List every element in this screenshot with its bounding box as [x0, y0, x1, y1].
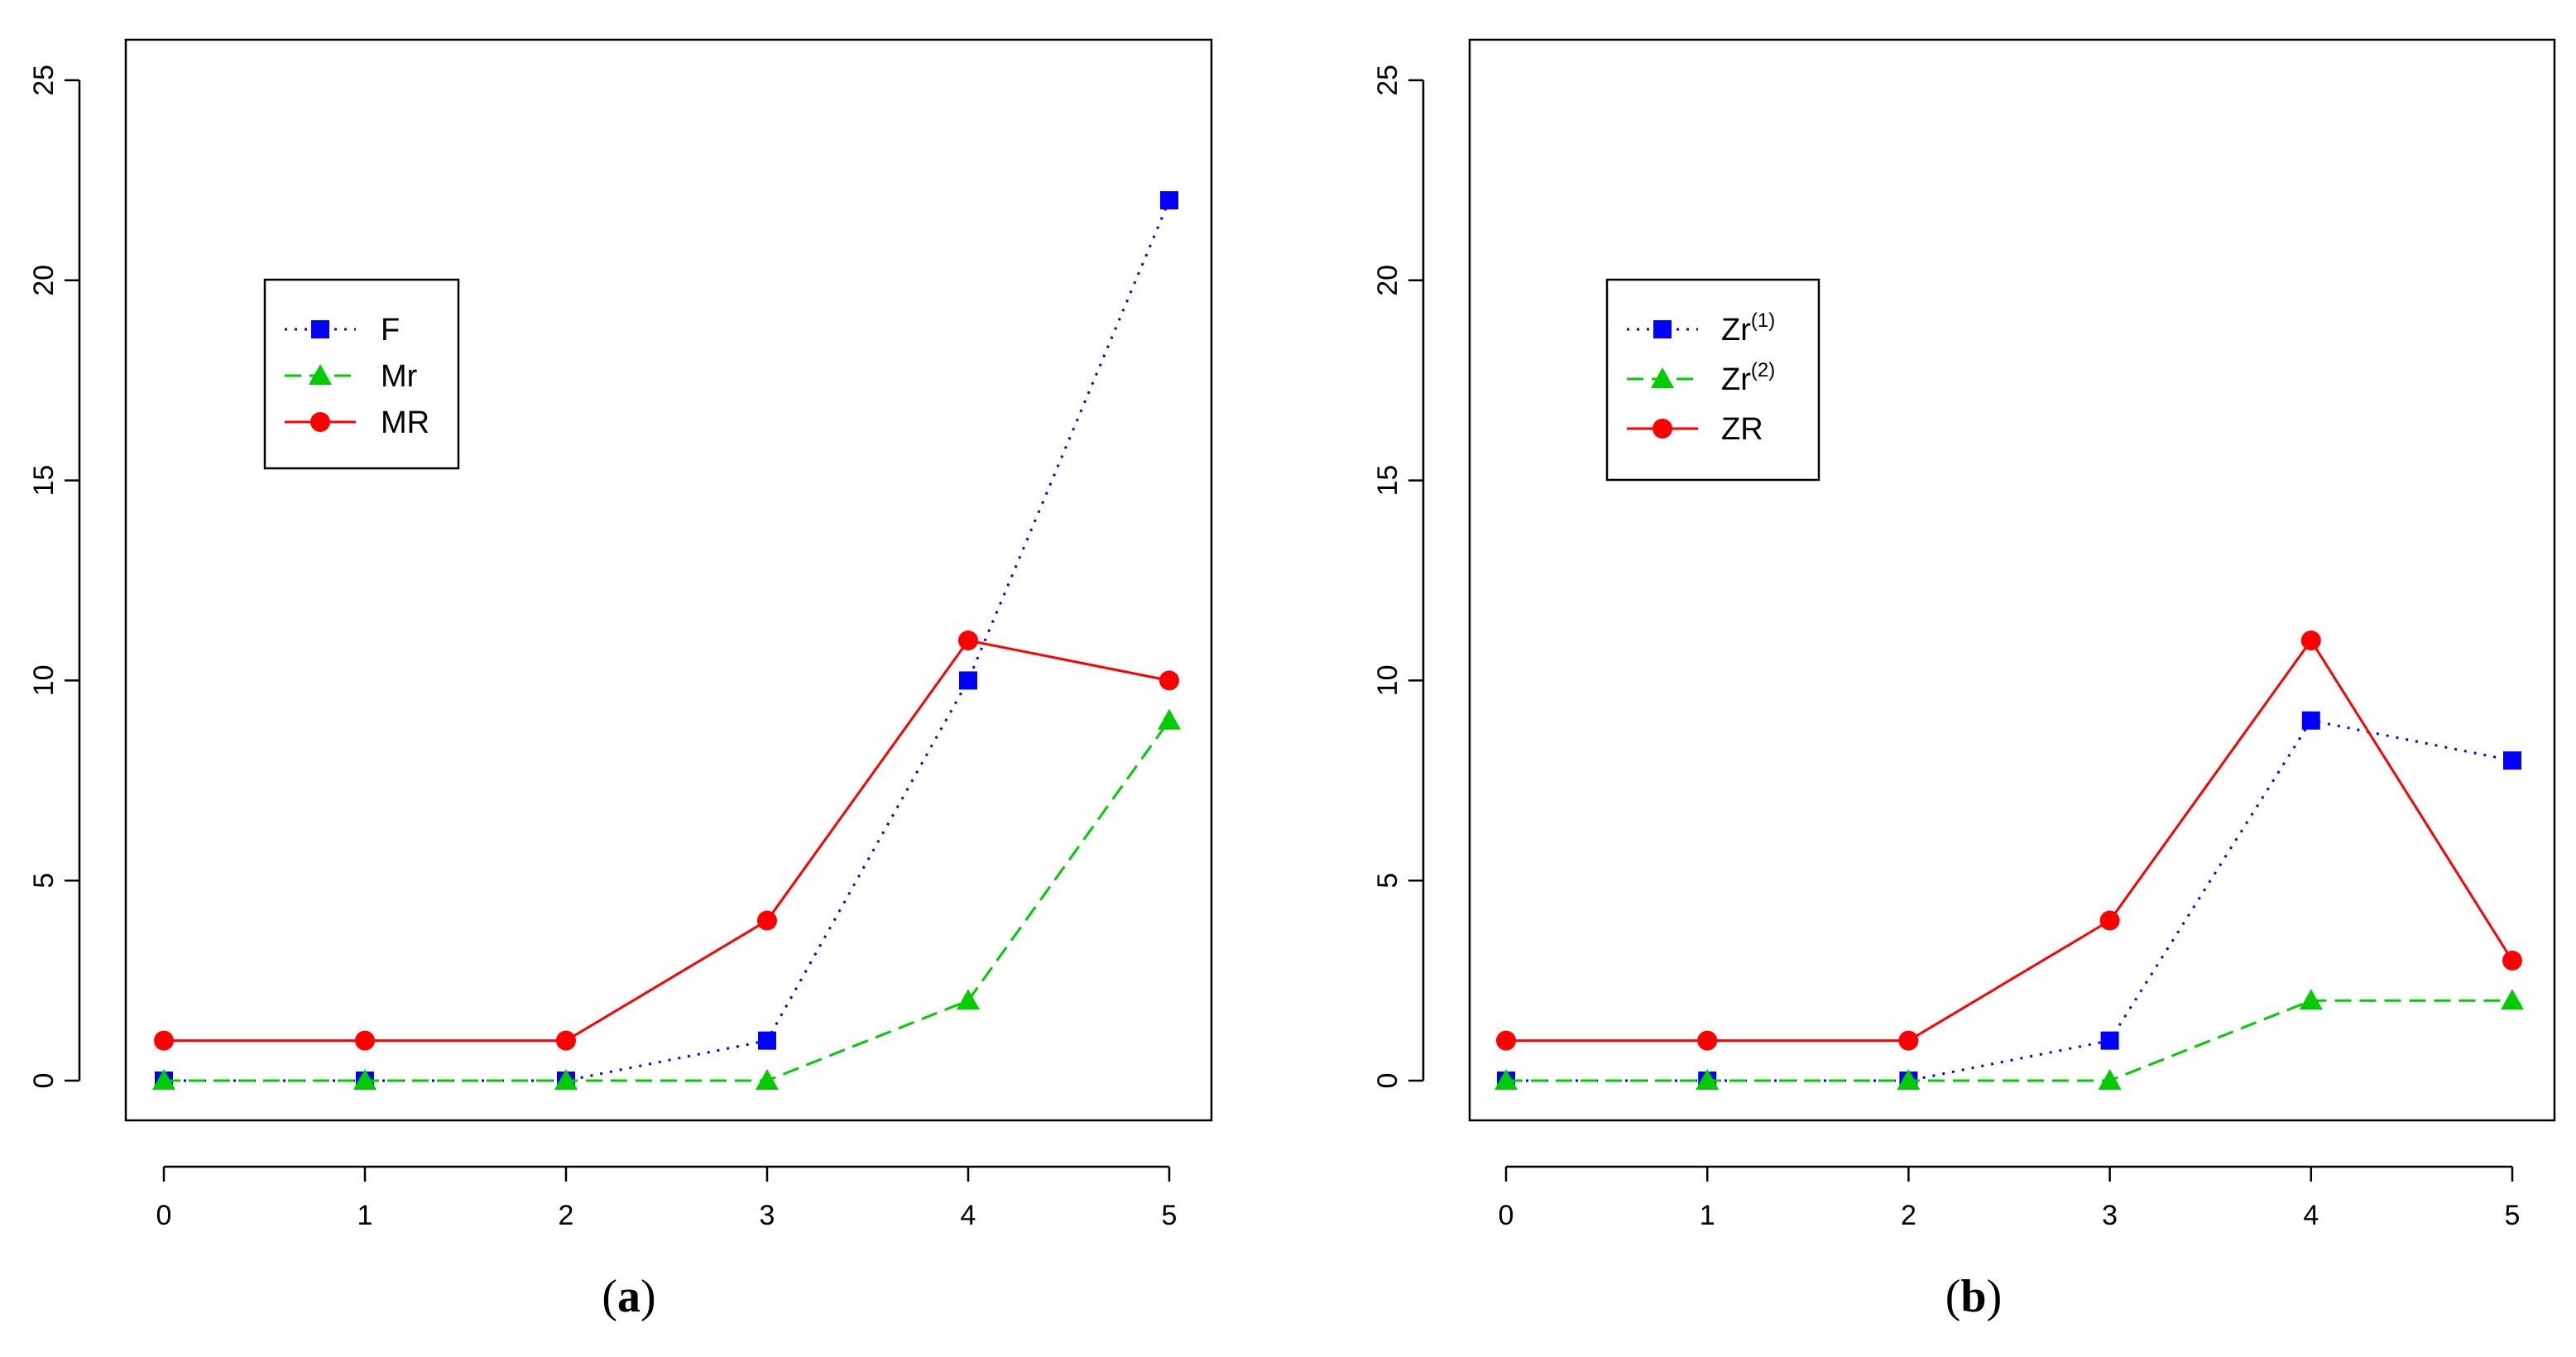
y-tick-label: 0	[28, 1073, 60, 1089]
data-point	[1697, 1030, 1718, 1051]
y-tick-label: 15	[28, 465, 60, 496]
y-tick-label: 25	[28, 65, 60, 96]
data-point	[2100, 1031, 2119, 1050]
data-point	[154, 1030, 174, 1051]
data-point	[353, 1069, 377, 1090]
data-point	[1496, 1030, 1516, 1051]
legend-marker	[1653, 419, 1672, 439]
y-tick-label: 10	[1372, 664, 1403, 696]
data-point	[1897, 1069, 1921, 1090]
data-point	[957, 989, 980, 1010]
x-tick-label: 1	[1700, 1200, 1715, 1231]
x-tick-label: 5	[2505, 1200, 2521, 1231]
legend: Zr(1) Zr(2) ZR	[1605, 278, 1820, 482]
data-point	[757, 910, 777, 931]
x-tick-label: 1	[357, 1200, 373, 1231]
legend-marker	[1653, 320, 1672, 338]
plot-frame	[124, 38, 1213, 1122]
data-point	[556, 1030, 576, 1051]
legend-label: Zr(1)	[1721, 309, 1775, 348]
legend-marker	[311, 320, 329, 338]
x-tick-label: 5	[1162, 1200, 1178, 1231]
data-point	[2301, 711, 2320, 730]
series-line	[1506, 638, 2514, 1043]
legend-marker	[310, 412, 330, 432]
data-point	[1898, 1030, 1919, 1051]
panel-b: 0 1 2 3 4 5 0 5 10 15 20 25 Zr(1) Zr(2) ZR (b)	[1372, 38, 2556, 1322]
legend-marker	[1651, 367, 1674, 388]
data-point	[958, 631, 978, 651]
x-tick-label: 2	[1901, 1200, 1916, 1231]
series-zr	[1496, 631, 2522, 1051]
legend-label: ZR	[1721, 412, 1763, 447]
x-tick-label: 3	[760, 1200, 775, 1231]
data-point	[1159, 670, 1179, 691]
data-point	[2501, 989, 2524, 1010]
data-point	[2300, 631, 2321, 651]
legend: F Mr MR	[263, 278, 460, 470]
y-tick-label: 10	[28, 664, 60, 696]
data-point	[758, 1031, 776, 1050]
x-tick-label: 0	[156, 1200, 172, 1231]
panel-caption: (b)	[1945, 1271, 2002, 1322]
series-mr	[154, 631, 1179, 1051]
data-point	[1160, 191, 1178, 210]
data-point	[2098, 1069, 2122, 1090]
y-tick-label: 20	[28, 265, 60, 296]
series-zr-1	[1497, 711, 2521, 1090]
data-point	[1158, 708, 1181, 730]
data-point	[1494, 1069, 1518, 1090]
x-tick-label: 2	[559, 1200, 574, 1231]
panel-caption: (a)	[602, 1271, 655, 1322]
series-line	[1506, 999, 2512, 1082]
data-point	[756, 1069, 779, 1090]
series-line	[164, 719, 1171, 1082]
data-point	[2502, 950, 2522, 971]
y-tick-label: 20	[1372, 265, 1403, 296]
data-point	[959, 671, 977, 690]
x-tick-label: 4	[961, 1200, 976, 1231]
series-zr-2	[1494, 989, 2524, 1090]
legend-marker	[309, 364, 332, 385]
y-tick-label: 15	[1372, 465, 1403, 496]
legend-label: Zr(2)	[1721, 359, 1775, 397]
data-point	[355, 1030, 375, 1051]
x-tick-label: 3	[2102, 1200, 2118, 1231]
x-tick-label: 4	[2303, 1200, 2319, 1231]
x-tick-label: 0	[1499, 1200, 1514, 1231]
y-tick-label: 25	[1372, 65, 1403, 96]
data-point	[554, 1069, 578, 1090]
plot-frame	[1468, 38, 2556, 1122]
panel-a: 0 1 2 3 4 5 0 5 10 15 20 25 F Mr MR (a)	[28, 38, 1213, 1322]
legend-box	[263, 278, 460, 470]
data-point	[2299, 989, 2323, 1010]
data-point	[2099, 910, 2120, 931]
series-mr	[152, 708, 1181, 1090]
y-tick-label: 5	[1372, 873, 1403, 889]
legend-label: F	[381, 313, 400, 348]
data-point	[152, 1069, 175, 1090]
y-tick-label: 5	[28, 873, 60, 889]
data-point	[1696, 1069, 1720, 1090]
legend-label: Mr	[381, 359, 418, 394]
data-point	[2503, 751, 2521, 770]
y-tick-label: 0	[1372, 1073, 1403, 1089]
legend-label: MR	[381, 405, 429, 440]
series-line	[1506, 719, 2513, 1082]
series-line	[164, 639, 1170, 1043]
